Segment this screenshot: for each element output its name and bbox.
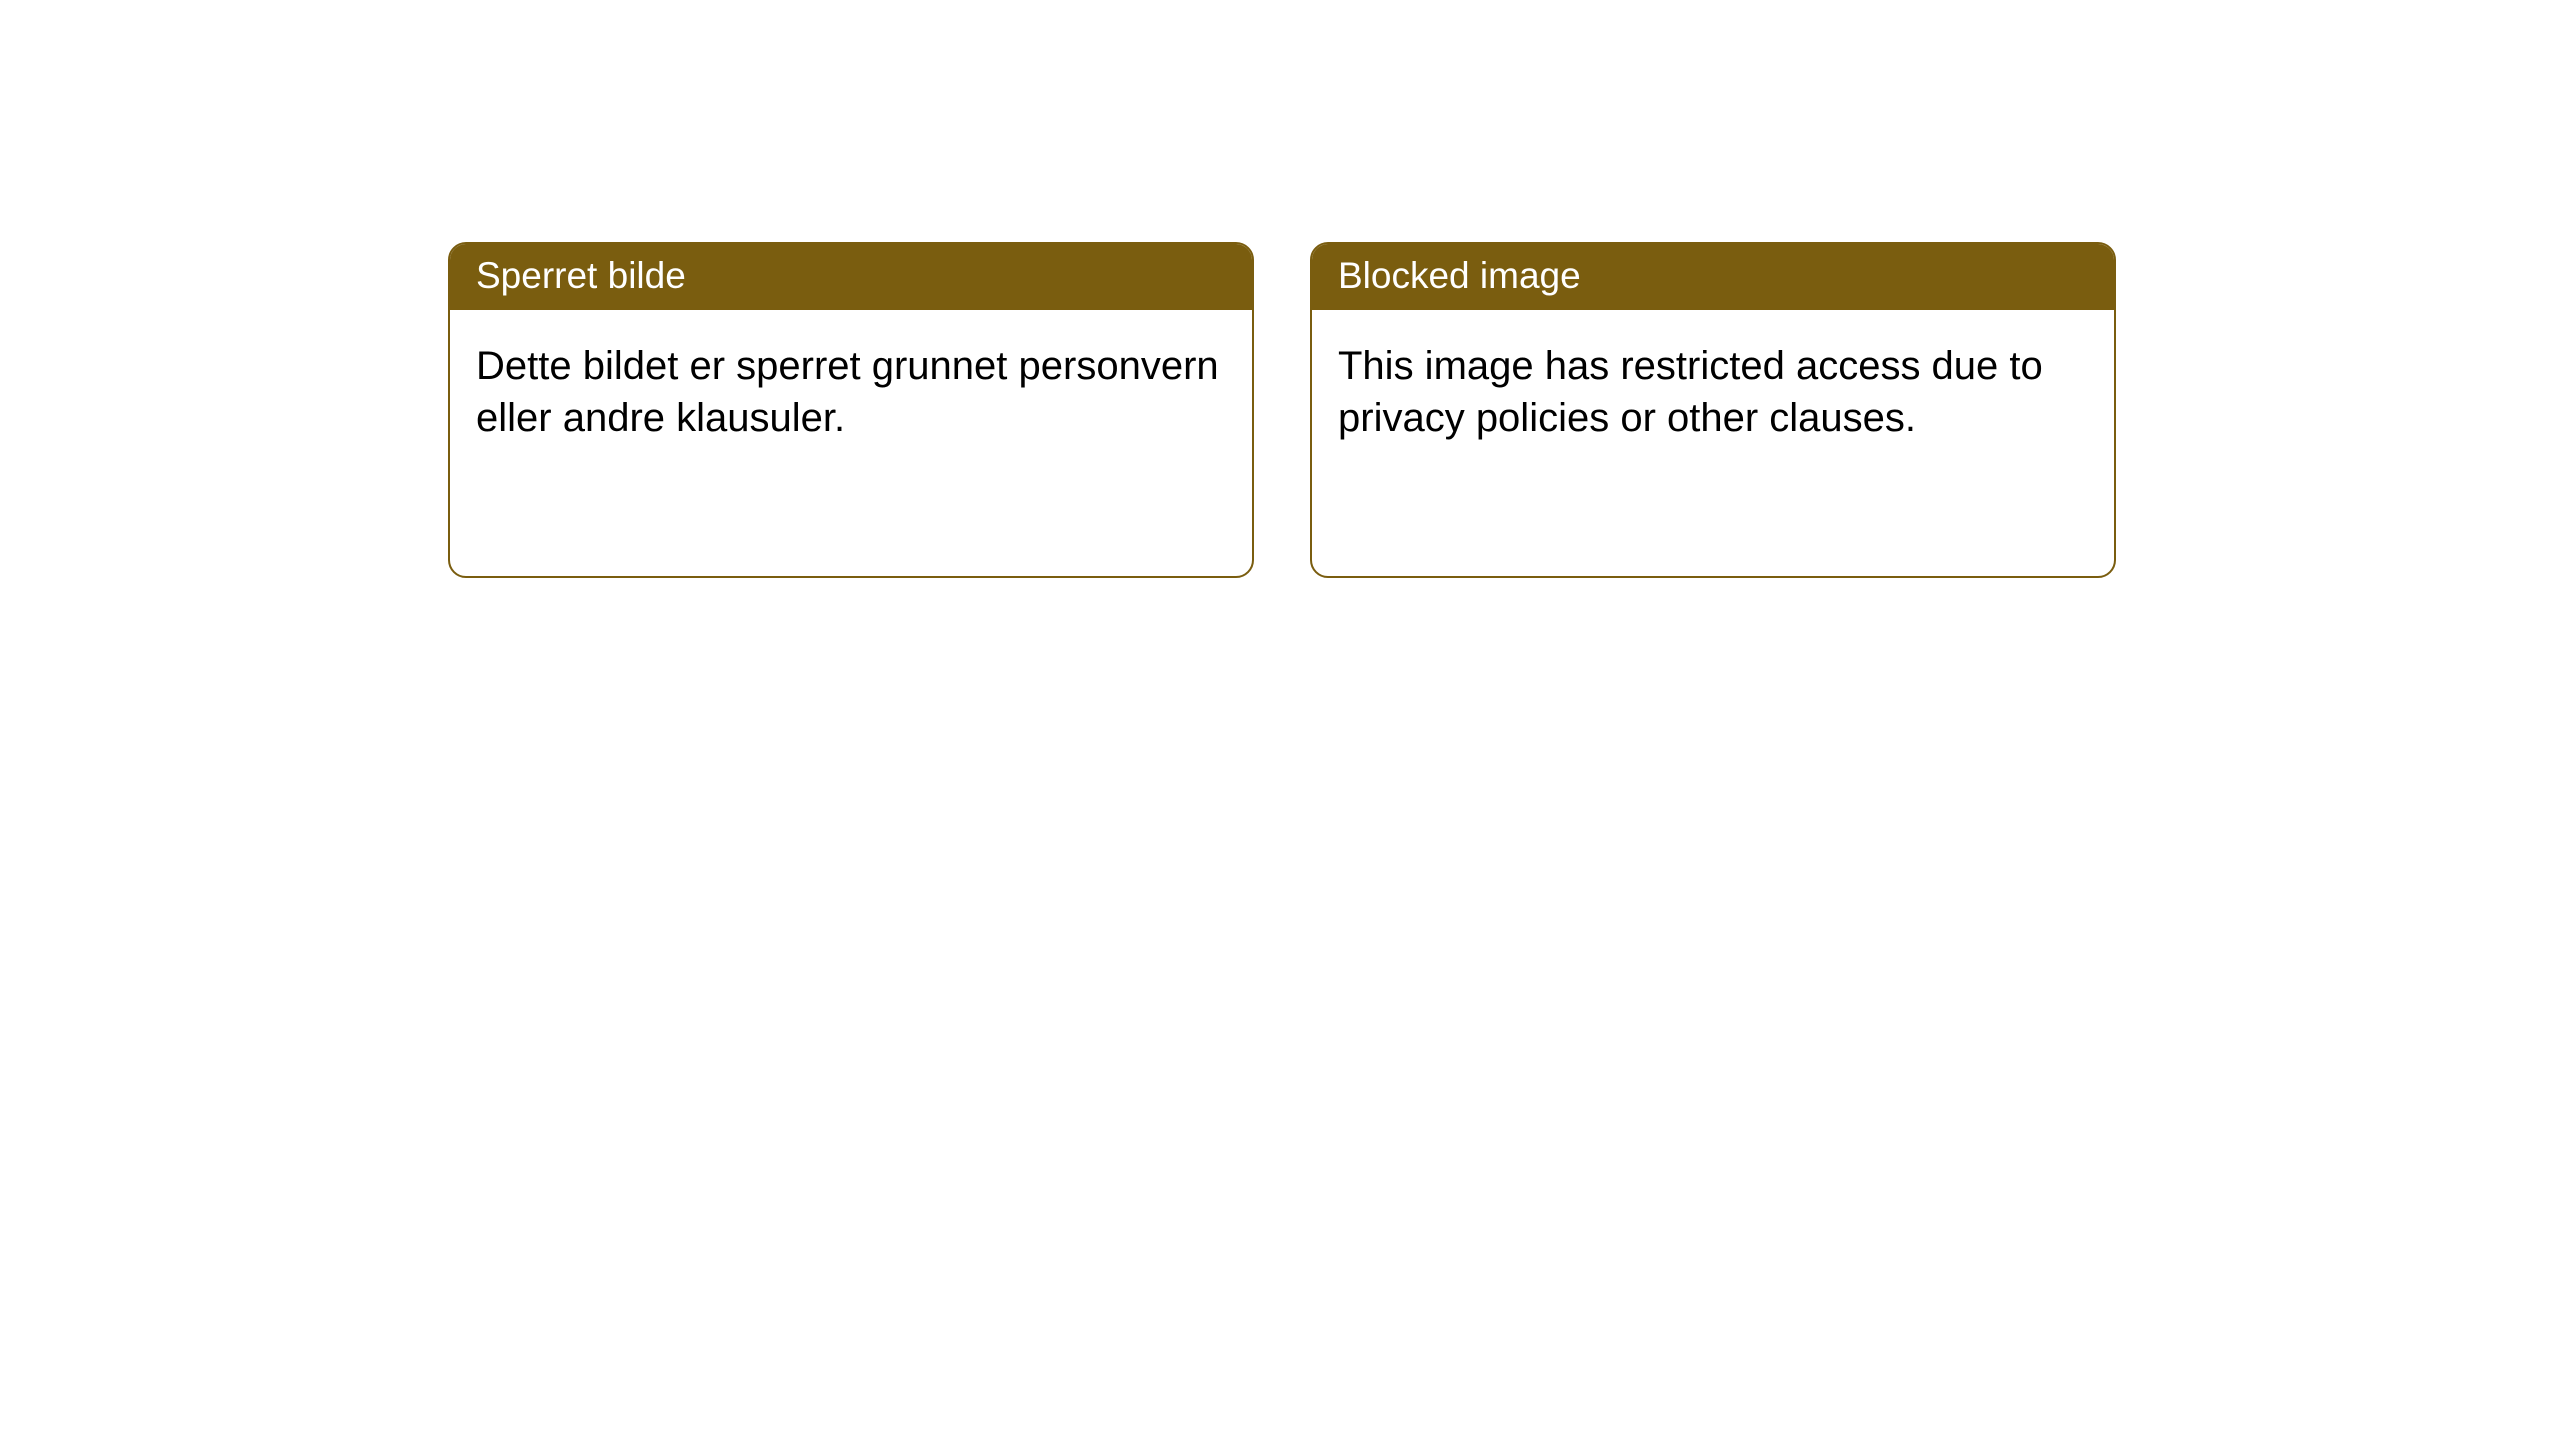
notice-body: This image has restricted access due to … xyxy=(1312,310,2114,474)
notice-header: Blocked image xyxy=(1312,244,2114,310)
notice-cards-container: Sperret bilde Dette bildet er sperret gr… xyxy=(448,242,2116,578)
notice-body: Dette bildet er sperret grunnet personve… xyxy=(450,310,1252,474)
notice-card-english: Blocked image This image has restricted … xyxy=(1310,242,2116,578)
notice-header: Sperret bilde xyxy=(450,244,1252,310)
notice-card-norwegian: Sperret bilde Dette bildet er sperret gr… xyxy=(448,242,1254,578)
